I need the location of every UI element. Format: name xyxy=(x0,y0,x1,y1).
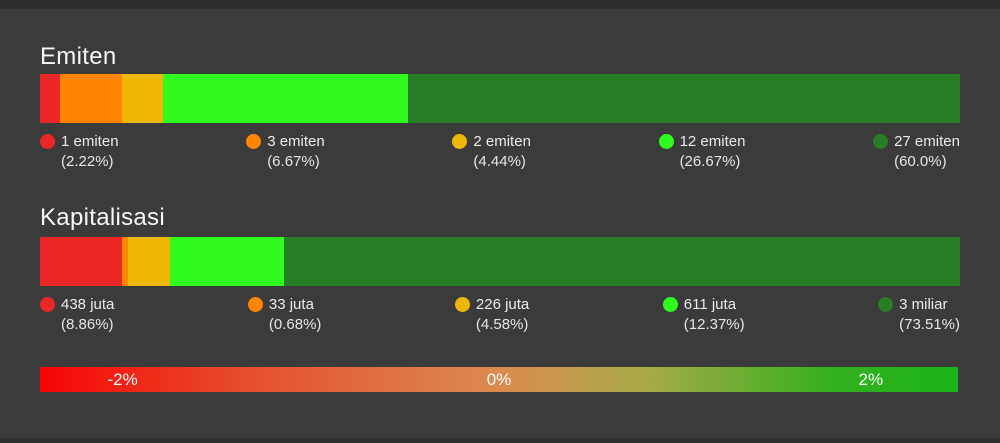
legend-dot-icon xyxy=(452,134,468,149)
legend-item: 3 miliar (73.51%) xyxy=(878,294,960,335)
legend-dot-icon xyxy=(40,297,55,312)
emiten-bar-segment-light-green[interactable] xyxy=(162,74,408,123)
legend-label: 2 emiten xyxy=(473,133,531,150)
legend-label: 27 emiten xyxy=(894,133,960,150)
scale-tick-zero: 0% xyxy=(486,370,512,389)
legend-dot-icon xyxy=(454,297,470,312)
legend-percent: (8.86%) xyxy=(61,316,114,333)
legend-percent: (4.58%) xyxy=(475,316,529,333)
legend-label: 1 emiten xyxy=(61,133,119,150)
kapitalisasi-bar-segment-yellow[interactable] xyxy=(127,237,170,286)
legend-label: 438 juta xyxy=(61,296,115,313)
legend-percent: (0.68%) xyxy=(268,316,322,333)
performance-color-scale: -2% 0% 2% xyxy=(40,367,958,392)
legend-dot-icon xyxy=(246,134,262,149)
legend-item: 3 emiten (6.67%) xyxy=(246,131,325,172)
kapitalisasi-bar-segment-orange[interactable] xyxy=(121,237,128,286)
legend-dot-icon xyxy=(247,297,263,312)
legend-item: 438 juta (8.86%) xyxy=(40,294,114,335)
section-title-kapitalisasi: Kapitalisasi xyxy=(40,204,165,231)
emiten-bar-segment-yellow[interactable] xyxy=(121,74,163,123)
kapitalisasi-bar-segment-light-green[interactable] xyxy=(169,237,284,286)
legend-percent: (26.67%) xyxy=(679,153,741,170)
top-edge-strip xyxy=(0,0,1000,9)
legend-percent: (12.37%) xyxy=(683,316,745,333)
kapitalisasi-legend: 438 juta (8.86%) 33 juta (0.68%) 226 jut… xyxy=(40,294,960,335)
legend-dot-icon xyxy=(40,134,55,149)
legend-item: 611 juta (12.37%) xyxy=(662,294,745,335)
kapitalisasi-bar-segment-dark-green[interactable] xyxy=(283,237,960,286)
legend-label: 12 emiten xyxy=(679,133,746,150)
kapitalisasi-bar-segment-red[interactable] xyxy=(40,237,122,286)
emiten-stacked-bar xyxy=(40,74,960,123)
legend-item: 33 juta (0.68%) xyxy=(247,294,322,335)
legend-percent: (60.0%) xyxy=(894,153,947,170)
legend-dot-icon xyxy=(878,297,894,312)
legend-percent: (2.22%) xyxy=(61,153,114,170)
legend-item: 1 emiten (2.22%) xyxy=(40,131,119,172)
legend-item: 2 emiten (4.44%) xyxy=(452,131,531,172)
emiten-bar-segment-dark-green[interactable] xyxy=(407,74,960,123)
emiten-legend: 1 emiten (2.22%) 3 emiten (6.67%) 2 emit… xyxy=(40,131,960,172)
legend-percent: (73.51%) xyxy=(899,316,960,333)
legend-label: 3 miliar xyxy=(899,296,948,313)
legend-label: 3 emiten xyxy=(267,133,325,150)
legend-label: 611 juta xyxy=(683,296,737,313)
legend-label: 226 juta xyxy=(475,296,530,313)
legend-percent: (6.67%) xyxy=(267,153,320,170)
section-title-emiten: Emiten xyxy=(40,43,117,70)
bottom-edge-strip xyxy=(0,438,1000,443)
legend-percent: (4.44%) xyxy=(473,153,526,170)
emiten-bar-segment-red[interactable] xyxy=(40,74,61,123)
legend-item: 226 juta (4.58%) xyxy=(454,294,530,335)
legend-item: 27 emiten (60.0%) xyxy=(873,131,960,172)
legend-dot-icon xyxy=(873,134,889,149)
kapitalisasi-stacked-bar xyxy=(40,237,960,286)
legend-item: 12 emiten (26.67%) xyxy=(658,131,746,172)
legend-dot-icon xyxy=(662,297,678,312)
emiten-bar-segment-orange[interactable] xyxy=(60,74,122,123)
legend-dot-icon xyxy=(658,134,674,149)
scale-tick-positive-2: 2% xyxy=(858,370,884,389)
legend-label: 33 juta xyxy=(268,296,314,313)
scale-tick-negative-2: -2% xyxy=(107,370,138,389)
